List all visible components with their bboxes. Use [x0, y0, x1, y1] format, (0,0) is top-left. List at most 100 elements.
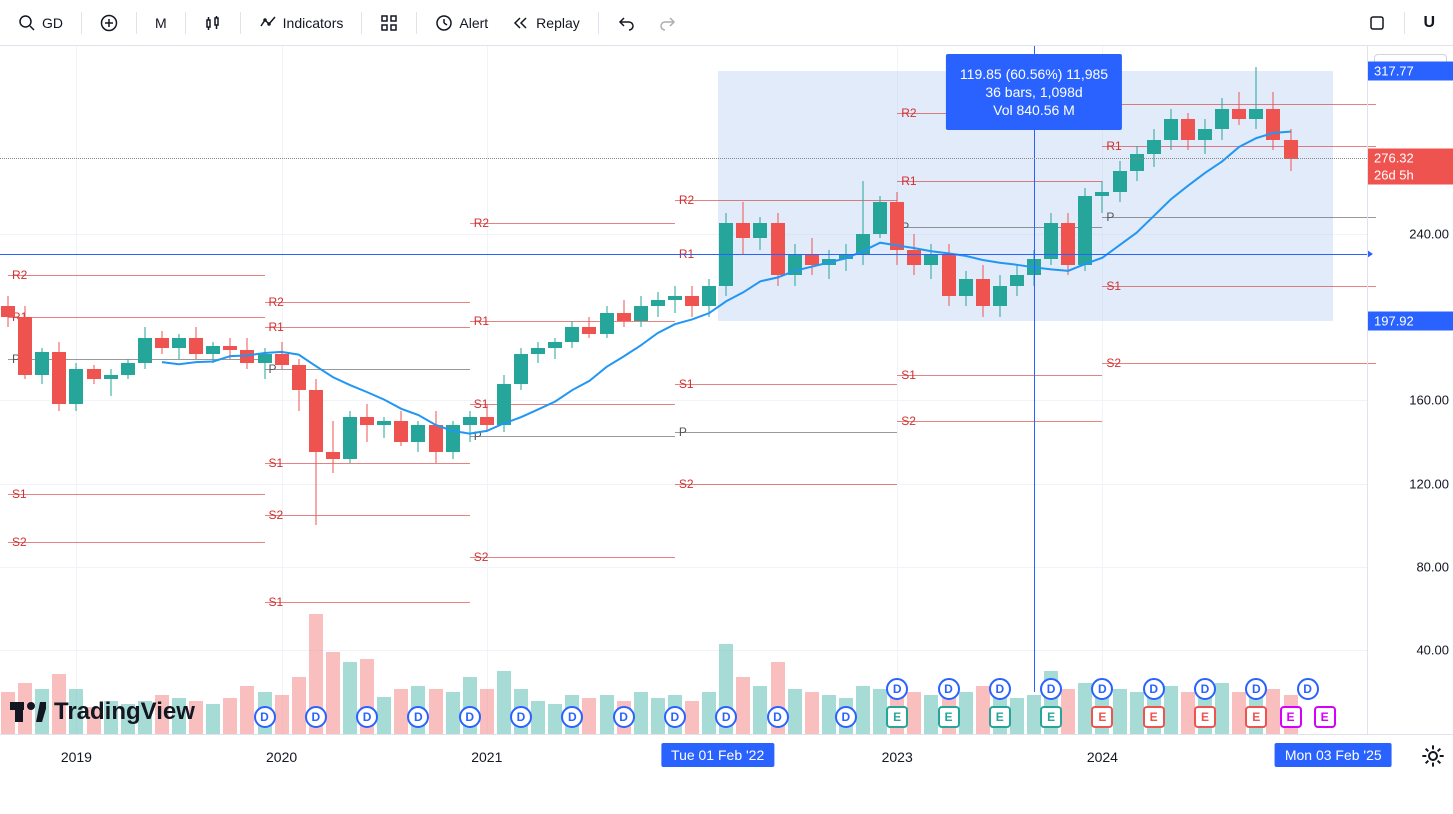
- earnings-marker[interactable]: E: [886, 706, 908, 728]
- dividend-marker[interactable]: D: [459, 706, 481, 728]
- pivot-label: S1: [269, 456, 284, 470]
- settings-button[interactable]: [1421, 744, 1445, 768]
- redo-icon: [659, 14, 677, 32]
- redo-button[interactable]: [649, 8, 687, 38]
- separator: [361, 12, 362, 34]
- square-icon: [1368, 14, 1386, 32]
- pivot-line: [265, 302, 470, 303]
- volume-bar: [1010, 698, 1024, 734]
- volume-bar: [292, 677, 306, 734]
- interval-text: M: [155, 15, 167, 31]
- earnings-marker[interactable]: E: [938, 706, 960, 728]
- volume-bar: [1027, 695, 1041, 734]
- symbol-search[interactable]: GD: [8, 8, 73, 38]
- time-tick: 2021: [471, 749, 502, 765]
- undo-button[interactable]: [607, 8, 645, 38]
- replay-icon: [512, 14, 530, 32]
- earnings-marker[interactable]: E: [989, 706, 1011, 728]
- right-overflow[interactable]: U: [1413, 8, 1445, 38]
- dividend-marker[interactable]: D: [1297, 678, 1319, 700]
- add-symbol-button[interactable]: [90, 8, 128, 38]
- earnings-marker[interactable]: E: [1314, 706, 1336, 728]
- price-tick: 120.00: [1409, 476, 1449, 491]
- volume-bar: [1130, 692, 1144, 734]
- volume-bar: [326, 652, 340, 735]
- dividend-marker[interactable]: D: [1194, 678, 1216, 700]
- dividend-marker[interactable]: D: [664, 706, 686, 728]
- plus-circle-icon: [100, 14, 118, 32]
- indicators-button[interactable]: Indicators: [249, 8, 354, 38]
- pivot-label: R2: [474, 216, 489, 230]
- dividend-marker[interactable]: D: [356, 706, 378, 728]
- dividend-marker[interactable]: D: [1091, 678, 1113, 700]
- undo-icon: [617, 14, 635, 32]
- volume-bar: [1061, 689, 1075, 734]
- dividend-marker[interactable]: D: [254, 706, 276, 728]
- earnings-marker[interactable]: E: [1143, 706, 1165, 728]
- volume-bar: [959, 692, 973, 734]
- dividend-marker[interactable]: D: [886, 678, 908, 700]
- dividend-marker[interactable]: D: [613, 706, 635, 728]
- dividend-marker[interactable]: D: [989, 678, 1011, 700]
- separator: [81, 12, 82, 34]
- indicators-label: Indicators: [283, 15, 344, 31]
- dividend-marker[interactable]: D: [1143, 678, 1165, 700]
- pivot-label: P: [474, 429, 482, 443]
- alert-button[interactable]: Alert: [425, 8, 498, 38]
- pivot-line: [675, 432, 897, 433]
- pivot-line: [265, 602, 470, 603]
- time-axis[interactable]: 20192020202120232024Tue 01 Feb '22Mon 03…: [0, 734, 1453, 776]
- indicators-icon: [259, 14, 277, 32]
- last-price-line: [0, 158, 1367, 159]
- chart-canvas[interactable]: R2R1PS1S2R2R1PS1S2S1R2R1PS1S2R2R1PS1S2R2…: [0, 46, 1367, 776]
- volume-bar: [1266, 689, 1280, 734]
- volume-bar: [976, 686, 990, 734]
- dividend-marker[interactable]: D: [305, 706, 327, 728]
- interval-button[interactable]: M: [145, 9, 177, 37]
- dividend-marker[interactable]: D: [715, 706, 737, 728]
- pivot-line: [8, 275, 265, 276]
- dividend-marker[interactable]: D: [938, 678, 960, 700]
- volume-bar: [1181, 692, 1195, 734]
- candlestick-icon: [204, 14, 222, 32]
- chart-wrap: R2R1PS1S2R2R1PS1S2S1R2R1PS1S2R2R1PS1S2R2…: [0, 46, 1453, 776]
- dividend-marker[interactable]: D: [835, 706, 857, 728]
- pivot-line: [1102, 217, 1376, 218]
- pivot-label: S2: [474, 550, 489, 564]
- dividend-marker[interactable]: D: [510, 706, 532, 728]
- symbol-text: GD: [42, 15, 63, 31]
- dividend-marker[interactable]: D: [1245, 678, 1267, 700]
- pivot-line: [265, 327, 470, 328]
- dividend-marker[interactable]: D: [1040, 678, 1062, 700]
- replay-button[interactable]: Replay: [502, 8, 590, 38]
- separator: [598, 12, 599, 34]
- price-tick: 40.00: [1416, 643, 1449, 658]
- chart-type-button[interactable]: [194, 8, 232, 38]
- templates-button[interactable]: [370, 8, 408, 38]
- pivot-line: [470, 557, 675, 558]
- pivot-line: [8, 494, 265, 495]
- dividend-marker[interactable]: D: [767, 706, 789, 728]
- volume-bar: [736, 677, 750, 734]
- earnings-marker[interactable]: E: [1280, 706, 1302, 728]
- brand-text: TradingView: [54, 698, 195, 726]
- dividend-marker[interactable]: D: [407, 706, 429, 728]
- dividend-marker[interactable]: D: [561, 706, 583, 728]
- earnings-marker[interactable]: E: [1040, 706, 1062, 728]
- pivot-line: [470, 223, 675, 224]
- time-tick: 2020: [266, 749, 297, 765]
- volume-bar: [531, 701, 545, 734]
- pivot-label: R2: [901, 106, 916, 120]
- earnings-marker[interactable]: E: [1194, 706, 1216, 728]
- separator: [1404, 12, 1405, 34]
- earnings-marker[interactable]: E: [1245, 706, 1267, 728]
- pivot-label: R2: [679, 193, 694, 207]
- crosshair-vertical: [1034, 46, 1035, 692]
- earnings-marker[interactable]: E: [1091, 706, 1113, 728]
- volume-bar: [343, 662, 357, 734]
- fullscreen-button[interactable]: [1358, 8, 1396, 38]
- time-badge: Mon 03 Feb '25: [1275, 743, 1392, 767]
- price-axis[interactable]: USD ▾ 40.0080.00120.00160.00240.00317.77…: [1367, 46, 1453, 734]
- volume-bar: [1215, 683, 1229, 734]
- pivot-label: S2: [12, 535, 27, 549]
